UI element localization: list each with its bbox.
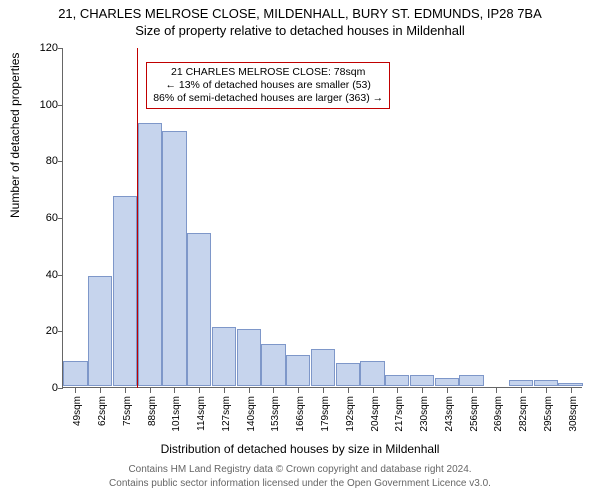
x-tick-mark xyxy=(348,388,349,393)
chart-title-subtitle: Size of property relative to detached ho… xyxy=(0,21,600,38)
x-tick-label: 114sqm xyxy=(196,396,207,431)
x-tick-mark xyxy=(546,388,547,393)
histogram-bar xyxy=(261,344,285,387)
y-tick-mark xyxy=(58,48,63,49)
x-tick-label: 230sqm xyxy=(419,396,430,432)
x-tick-mark xyxy=(298,388,299,393)
histogram-bar xyxy=(187,233,211,386)
y-tick-mark xyxy=(58,275,63,276)
x-tick-mark xyxy=(224,388,225,393)
histogram-bar xyxy=(63,361,87,387)
histogram-bar xyxy=(336,363,360,386)
x-tick-label: 75sqm xyxy=(122,396,133,426)
y-tick-mark xyxy=(58,218,63,219)
x-tick-label: 256sqm xyxy=(469,396,480,432)
x-tick-label: 243sqm xyxy=(444,396,455,432)
histogram-bar xyxy=(237,329,261,386)
annotation-line: 21 CHARLES MELROSE CLOSE: 78sqm xyxy=(153,66,383,79)
x-tick-mark xyxy=(174,388,175,393)
annotation-line: ← 13% of detached houses are smaller (53… xyxy=(153,79,383,92)
histogram-bar xyxy=(311,349,335,386)
y-tick-label: 40 xyxy=(28,269,58,281)
y-tick-label: 80 xyxy=(28,155,58,167)
histogram-bar xyxy=(558,383,582,386)
histogram-bar xyxy=(286,355,310,386)
annotation-line: 86% of semi-detached houses are larger (… xyxy=(153,92,383,105)
histogram-bar xyxy=(410,375,434,386)
histogram-bar xyxy=(360,361,384,387)
x-tick-label: 127sqm xyxy=(221,396,232,432)
x-tick-mark xyxy=(521,388,522,393)
y-tick-mark xyxy=(58,331,63,332)
x-tick-label: 192sqm xyxy=(345,396,356,432)
y-tick-mark xyxy=(58,105,63,106)
x-tick-label: 49sqm xyxy=(72,396,83,426)
y-tick-mark xyxy=(58,161,63,162)
x-tick-label: 179sqm xyxy=(320,396,331,432)
y-tick-label: 60 xyxy=(28,212,58,224)
histogram-bar xyxy=(212,327,236,387)
x-tick-mark xyxy=(496,388,497,393)
x-tick-mark xyxy=(273,388,274,393)
y-axis-label: Number of detached properties xyxy=(8,53,22,218)
histogram-bar xyxy=(509,380,533,386)
x-tick-label: 101sqm xyxy=(171,396,182,432)
histogram-bar xyxy=(459,375,483,386)
histogram-bar xyxy=(113,196,137,386)
y-tick-label: 20 xyxy=(28,325,58,337)
x-tick-mark xyxy=(422,388,423,393)
annotation-box: 21 CHARLES MELROSE CLOSE: 78sqm← 13% of … xyxy=(146,62,390,109)
histogram-bar xyxy=(88,276,112,387)
x-tick-label: 269sqm xyxy=(493,396,504,432)
histogram-bar xyxy=(435,378,459,387)
histogram-bar xyxy=(534,380,558,386)
y-tick-label: 0 xyxy=(28,382,58,394)
y-tick-mark xyxy=(58,388,63,389)
marker-line xyxy=(137,48,138,388)
y-tick-label: 120 xyxy=(28,42,58,54)
footer-copyright-1: Contains HM Land Registry data © Crown c… xyxy=(0,464,600,475)
histogram-bar xyxy=(162,131,186,386)
x-tick-label: 295sqm xyxy=(543,396,554,432)
x-tick-mark xyxy=(125,388,126,393)
x-tick-label: 153sqm xyxy=(270,396,281,432)
x-tick-label: 88sqm xyxy=(147,396,158,426)
x-tick-mark xyxy=(150,388,151,393)
x-tick-mark xyxy=(75,388,76,393)
histogram-bar xyxy=(138,123,162,387)
x-tick-label: 166sqm xyxy=(295,396,306,432)
x-tick-mark xyxy=(571,388,572,393)
x-tick-mark xyxy=(447,388,448,393)
x-tick-label: 308sqm xyxy=(568,396,579,432)
histogram-bar xyxy=(385,375,409,386)
y-ticks: 020406080100120 xyxy=(24,48,62,388)
x-tick-mark xyxy=(397,388,398,393)
x-tick-mark xyxy=(472,388,473,393)
x-tick-label: 217sqm xyxy=(394,396,405,432)
footer-copyright-2: Contains public sector information licen… xyxy=(0,478,600,489)
x-tick-mark xyxy=(249,388,250,393)
x-tick-label: 204sqm xyxy=(370,396,381,432)
x-axis-label: Distribution of detached houses by size … xyxy=(0,442,600,456)
x-tick-mark xyxy=(100,388,101,393)
x-tick-label: 282sqm xyxy=(518,396,529,432)
x-tick-mark xyxy=(323,388,324,393)
chart-title-address: 21, CHARLES MELROSE CLOSE, MILDENHALL, B… xyxy=(0,0,600,21)
x-tick-label: 140sqm xyxy=(246,396,257,432)
chart-area: 49sqm62sqm75sqm88sqm101sqm114sqm127sqm14… xyxy=(62,48,582,388)
plot-area: 49sqm62sqm75sqm88sqm101sqm114sqm127sqm14… xyxy=(62,48,582,388)
y-tick-label: 100 xyxy=(28,99,58,111)
x-tick-mark xyxy=(373,388,374,393)
x-tick-label: 62sqm xyxy=(97,396,108,426)
x-tick-mark xyxy=(199,388,200,393)
